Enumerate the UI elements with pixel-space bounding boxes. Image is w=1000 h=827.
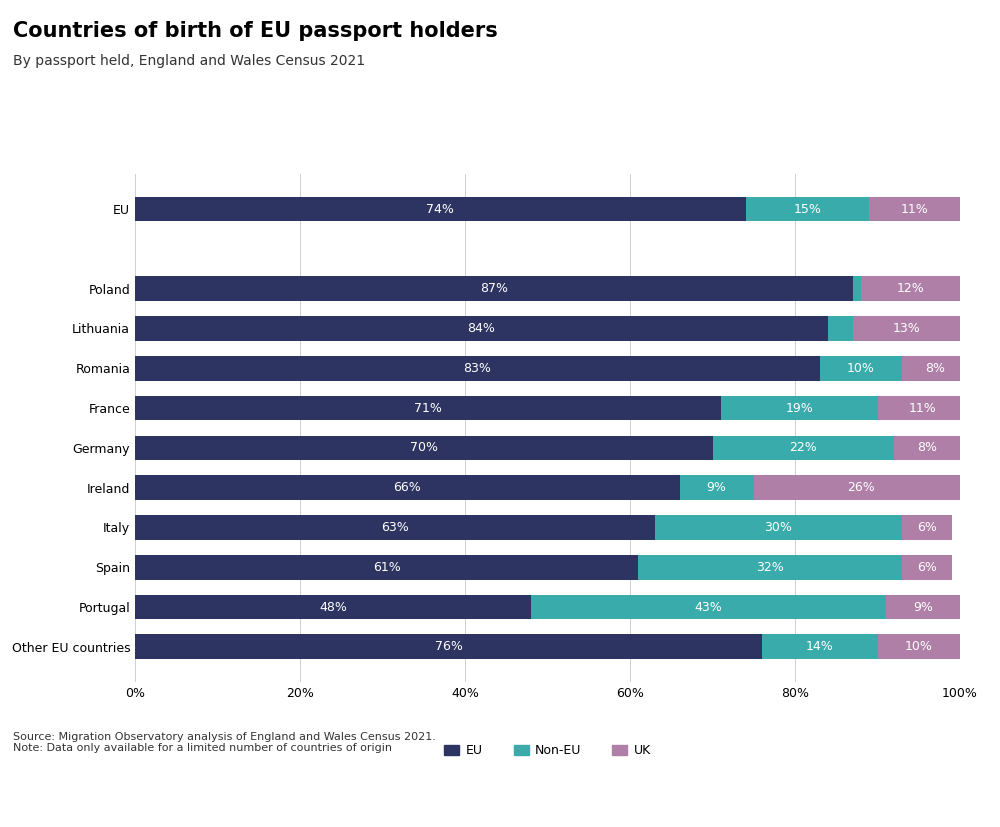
Bar (902, 555, 952, 580)
Bar (712, 436, 894, 460)
Bar (721, 396, 878, 420)
Legend: EU, Non-EU, UK: EU, Non-EU, UK (439, 739, 656, 762)
Text: 11%: 11% (909, 402, 937, 414)
Text: 6%: 6% (917, 521, 937, 534)
Text: 14%: 14% (806, 640, 834, 653)
Text: 43%: 43% (694, 600, 722, 614)
Text: 19%: 19% (785, 402, 813, 414)
Text: 66%: 66% (393, 481, 421, 495)
Bar (135, 197, 746, 222)
Bar (135, 316, 828, 341)
Text: 10%: 10% (905, 640, 933, 653)
Bar (135, 595, 531, 619)
Text: 9%: 9% (707, 481, 727, 495)
Text: 26%: 26% (847, 481, 875, 495)
Text: 12%: 12% (897, 282, 924, 295)
Text: 6%: 6% (917, 561, 937, 574)
Text: 76%: 76% (435, 640, 462, 653)
Bar (135, 515, 655, 540)
Text: 74%: 74% (426, 203, 454, 216)
Bar (878, 634, 960, 659)
Bar (902, 515, 952, 540)
Text: 84%: 84% (468, 322, 495, 335)
Text: 32%: 32% (756, 561, 784, 574)
Text: 87%: 87% (480, 282, 508, 295)
Text: 48%: 48% (319, 600, 347, 614)
Bar (655, 515, 902, 540)
Text: 63%: 63% (381, 521, 409, 534)
Text: 11%: 11% (901, 203, 928, 216)
Bar (754, 476, 968, 500)
Bar (878, 396, 968, 420)
Text: 83%: 83% (463, 361, 491, 375)
Text: 30%: 30% (765, 521, 792, 534)
Bar (894, 436, 960, 460)
Bar (135, 396, 721, 420)
Bar (135, 634, 762, 659)
Text: 13%: 13% (893, 322, 920, 335)
Text: Source: Migration Observatory analysis of England and Wales Census 2021.
Note: D: Source: Migration Observatory analysis o… (13, 732, 436, 753)
Bar (135, 436, 712, 460)
Text: 61%: 61% (373, 561, 400, 574)
Bar (746, 197, 869, 222)
Bar (762, 634, 878, 659)
Text: 8%: 8% (917, 442, 937, 454)
Bar (531, 595, 886, 619)
Bar (820, 356, 902, 380)
Text: 9%: 9% (913, 600, 933, 614)
Bar (135, 555, 638, 580)
Bar (886, 595, 960, 619)
Text: 8%: 8% (925, 361, 945, 375)
Text: Countries of birth of EU passport holders: Countries of birth of EU passport holder… (13, 21, 498, 41)
Bar (853, 316, 960, 341)
Bar (828, 316, 853, 341)
Bar (869, 197, 960, 222)
Bar (902, 356, 968, 380)
Bar (853, 276, 861, 301)
Bar (680, 476, 754, 500)
Bar (638, 555, 902, 580)
Text: 70%: 70% (410, 442, 438, 454)
Bar (135, 276, 853, 301)
Text: By passport held, England and Wales Census 2021: By passport held, England and Wales Cens… (13, 54, 365, 68)
Text: 71%: 71% (414, 402, 442, 414)
Text: 15%: 15% (793, 203, 821, 216)
Bar (135, 476, 680, 500)
Bar (135, 356, 820, 380)
Bar (861, 276, 960, 301)
Text: 22%: 22% (789, 442, 817, 454)
Text: 10%: 10% (847, 361, 875, 375)
